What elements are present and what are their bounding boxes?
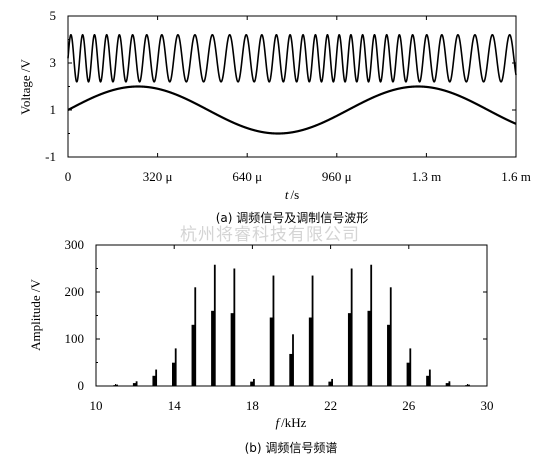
panel-b-caption: (b) 调频信号频谱 xyxy=(245,441,338,455)
panel-a-caption: (a) 调频信号及调制信号波形 xyxy=(216,211,369,225)
spectrum-bar-base xyxy=(367,310,372,386)
spectrum-bar-base xyxy=(289,353,294,386)
spectrum-bar xyxy=(428,369,431,386)
panel-b-xlabel: f/kHz xyxy=(276,415,307,430)
spectrum-bar xyxy=(350,268,353,386)
spectrum-bar-base xyxy=(269,317,275,386)
x-tick-label: 640 μ xyxy=(232,169,262,184)
spectrum-bar-base xyxy=(347,313,353,386)
y-tick-label: 1 xyxy=(50,102,57,117)
spectrum-bar-base xyxy=(191,324,196,386)
spectrum-bar xyxy=(292,334,294,386)
spectrum-bar-base xyxy=(230,313,236,386)
watermark: 杭州将睿科技有限公司 xyxy=(180,225,360,245)
spectrum-bar xyxy=(233,268,236,386)
x-tick-label: 30 xyxy=(481,398,494,413)
spectrum-bar xyxy=(389,287,392,386)
y-tick-label: -1 xyxy=(45,149,56,164)
x-tick-label: 320 μ xyxy=(143,169,173,184)
panel-b-ylabel: Amplitude /V xyxy=(28,278,43,350)
spectrum-bar xyxy=(409,348,412,386)
y-tick-label: 0 xyxy=(78,378,85,393)
y-tick-label: 300 xyxy=(65,237,85,252)
spectrum-bar xyxy=(448,381,451,386)
spectrum-bar xyxy=(331,378,333,386)
spectrum-bar xyxy=(116,384,118,386)
spectrum-bar xyxy=(155,369,158,386)
panel-a: 0 320 μ 640 μ 960 μ 1.3 m 1.6 m -1 1 3 5 Voltage … xyxy=(18,8,531,225)
x-tick-label: 10 xyxy=(90,398,103,413)
y-tick-label: 5 xyxy=(50,8,57,23)
y-tick-label: 200 xyxy=(65,284,85,299)
spectrum-bar-base xyxy=(387,324,392,386)
spectrum-bar xyxy=(194,287,197,386)
x-tick-label: 22 xyxy=(324,398,337,413)
x-tick-label: 0 xyxy=(65,169,72,184)
series-line-modulating-signal xyxy=(67,85,517,135)
spectrum-bar xyxy=(135,381,138,386)
spectrum-bar xyxy=(468,384,470,386)
x-tick-label: 26 xyxy=(402,398,416,413)
spectrum-bar-base xyxy=(172,362,177,386)
spectrum-bar xyxy=(253,378,255,386)
x-tick-label: 18 xyxy=(246,398,259,413)
spectrum-bar-base xyxy=(308,317,314,386)
spectrum-bar xyxy=(174,348,177,386)
spectrum-bar xyxy=(370,264,373,386)
y-tick-label: 3 xyxy=(50,55,57,70)
spectrum-bar-base xyxy=(152,375,157,386)
spectrum-bar-base xyxy=(426,375,431,386)
x-tick-label: 960 μ xyxy=(322,169,352,184)
x-tick-label: 1.3 m xyxy=(412,169,442,184)
panel-a-plot: 0 320 μ 640 μ 960 μ 1.3 m 1.6 m -1 1 3 5 xyxy=(45,8,531,184)
series-line-fm-signal xyxy=(67,33,517,83)
spectrum-bar-base xyxy=(211,310,216,386)
spectrum-bar xyxy=(213,264,216,386)
spectrum-bar-base xyxy=(406,362,411,386)
spectrum-bar xyxy=(311,275,314,386)
y-tick-label: 100 xyxy=(65,331,85,346)
x-tick-label: 1.6 m xyxy=(501,169,531,184)
spectrum-bar xyxy=(272,275,275,386)
panel-a-xlabel: t/s xyxy=(285,187,299,202)
x-tick-label: 14 xyxy=(168,398,182,413)
panel-a-ylabel: Voltage /V xyxy=(18,59,33,115)
